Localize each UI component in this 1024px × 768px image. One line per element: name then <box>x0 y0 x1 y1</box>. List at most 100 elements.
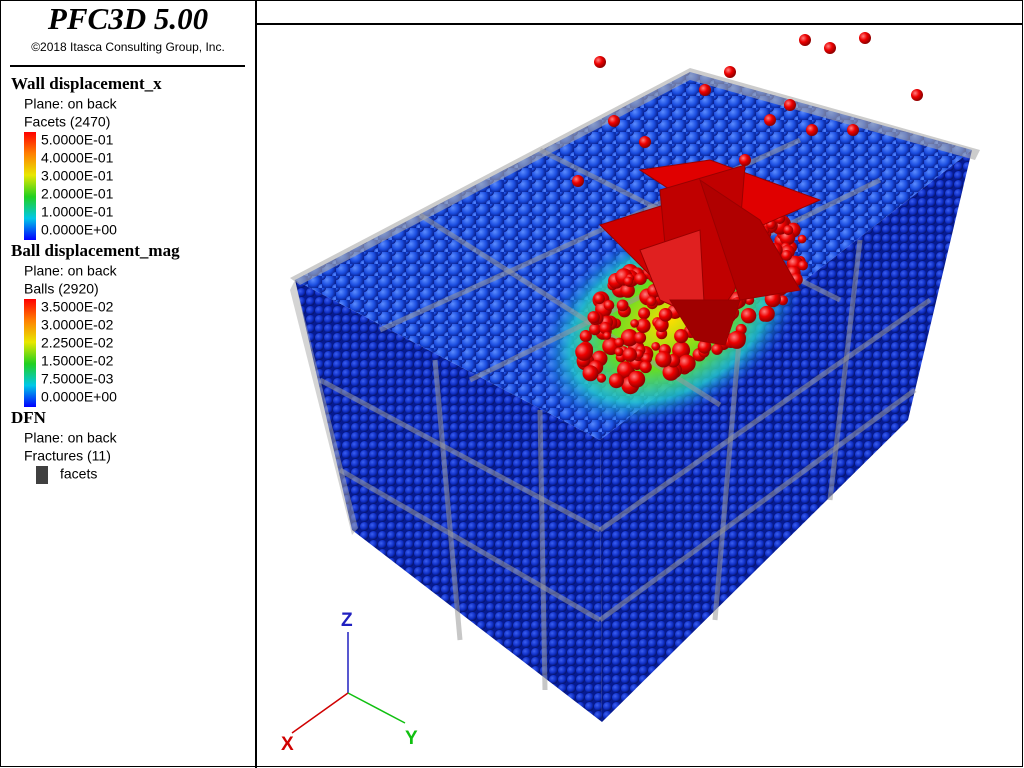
ball <box>634 272 647 285</box>
fracture <box>598 387 917 623</box>
ball <box>603 300 615 311</box>
ball <box>623 276 634 287</box>
ball <box>639 360 652 374</box>
ball <box>655 351 672 368</box>
legend-entry: 1.5000E-02 <box>41 353 114 369</box>
color-ramp <box>24 299 36 407</box>
fracture <box>338 467 602 623</box>
ball <box>783 225 794 236</box>
ejected-ball <box>824 42 836 54</box>
ball <box>674 329 689 344</box>
ball <box>599 322 612 335</box>
ball <box>697 339 712 354</box>
ball <box>662 364 680 381</box>
ball <box>575 343 593 361</box>
ejected-ball <box>699 84 711 96</box>
ball <box>628 370 646 388</box>
ejected-ball <box>847 124 859 136</box>
ball <box>587 311 600 324</box>
ball <box>758 305 775 322</box>
ball <box>582 365 599 382</box>
copyright: ©2018 Itasca Consulting Group, Inc. <box>31 40 225 54</box>
legend-title: DFN <box>11 408 47 427</box>
legend-entry: facets <box>60 466 97 482</box>
fracture <box>712 329 743 621</box>
ball <box>614 337 625 348</box>
ejected-ball <box>739 154 751 166</box>
legend-entry: 3.5000E-02 <box>41 299 114 315</box>
legend-title: Ball displacement_mag <box>11 241 180 260</box>
axis-triad: Z X Y <box>281 610 418 755</box>
legend-entry: 3.0000E-01 <box>41 168 114 184</box>
legend-line: Plane: on back <box>24 96 118 112</box>
ball <box>797 234 807 244</box>
ball <box>641 352 653 364</box>
legend-title: Wall displacement_x <box>11 74 162 93</box>
ball <box>622 347 637 362</box>
ball <box>651 342 661 351</box>
app-title: PFC3D 5.00 <box>47 1 208 36</box>
ejected-ball <box>911 89 923 101</box>
legend-entry: 2.2500E-02 <box>41 335 114 351</box>
ball <box>658 308 673 322</box>
legend-entry: 1.0000E-01 <box>41 204 114 220</box>
ball <box>579 330 592 343</box>
ball <box>620 329 639 347</box>
ejected-ball <box>784 99 796 111</box>
legend-entry: 4.0000E-01 <box>41 150 114 166</box>
fracture <box>432 359 463 641</box>
fracture <box>598 297 932 533</box>
legend-entry: 7.5000E-03 <box>41 371 114 387</box>
ejected-ball <box>806 124 818 136</box>
ball <box>593 293 605 305</box>
legend: Wall displacement_x Plane: on back Facets … <box>11 74 180 484</box>
ball <box>711 343 723 355</box>
legend-line: Balls (2920) <box>24 281 99 297</box>
ejected-ball <box>594 56 606 68</box>
ejected-ball <box>572 175 584 187</box>
fracture <box>827 239 863 501</box>
ball <box>727 330 746 349</box>
ball <box>614 347 624 357</box>
legend-line: Plane: on back <box>24 263 118 279</box>
y-axis <box>347 692 406 724</box>
ejected-ball <box>724 66 736 78</box>
swatch <box>36 466 48 484</box>
ball <box>677 354 696 373</box>
ball <box>646 296 657 307</box>
legend-line: Plane: on back <box>24 430 118 446</box>
x-label: X <box>281 734 294 755</box>
ball <box>636 318 651 334</box>
ball <box>589 323 601 336</box>
ball <box>798 260 808 271</box>
ball <box>603 331 612 340</box>
wall-edge <box>290 280 358 535</box>
tip <box>669 299 741 346</box>
ejected-ball <box>764 114 776 126</box>
blade <box>699 178 801 301</box>
legend-entry: 0.0000E+00 <box>41 222 117 238</box>
ball <box>781 250 793 261</box>
legend-entry: 3.0000E-02 <box>41 317 114 333</box>
legend-entry: 0.0000E+00 <box>41 389 117 405</box>
ball <box>630 319 639 328</box>
ejected-ball <box>799 34 811 46</box>
legend-line: Fractures (11) <box>24 448 111 464</box>
penetrator <box>599 159 822 346</box>
color-ramp <box>24 132 36 240</box>
ball <box>616 299 629 312</box>
ball <box>608 373 624 389</box>
legend-entry: 5.0000E-01 <box>41 132 114 148</box>
fracture <box>318 377 602 533</box>
ball <box>638 307 651 320</box>
ball-face-right <box>600 150 972 722</box>
model-view: Z X Y <box>281 32 980 755</box>
ejected-ball <box>608 115 620 127</box>
ball <box>634 331 647 344</box>
ball <box>596 373 607 383</box>
legend-line: Facets (2470) <box>24 114 110 130</box>
x-axis <box>291 692 349 734</box>
fracture <box>537 409 548 691</box>
